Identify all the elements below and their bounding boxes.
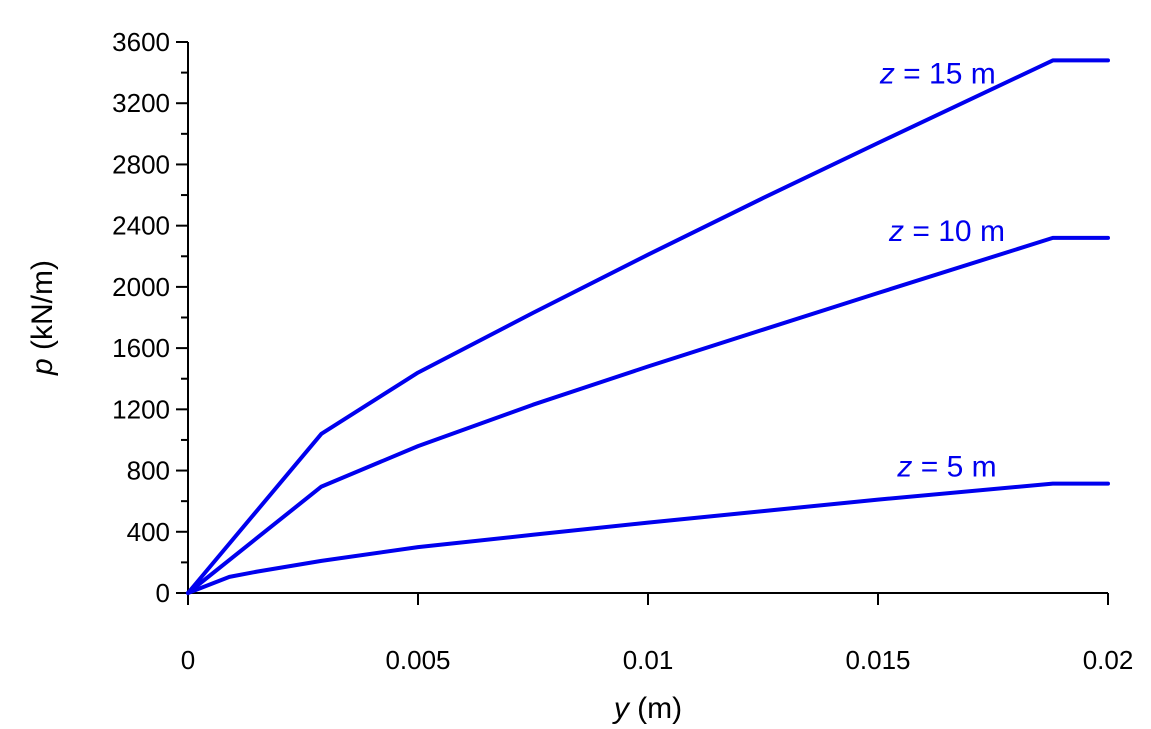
- series-label-var: z: [888, 215, 904, 248]
- y-tick-label: 3200: [112, 88, 170, 118]
- x-axis-label-var: y: [612, 692, 631, 725]
- y-tick-label: 400: [127, 517, 170, 547]
- x-axis-label: y (m): [612, 692, 682, 725]
- y-axis-label: p (kN/m): [26, 260, 59, 376]
- x-tick-label: 0.005: [385, 645, 450, 675]
- series-line-3: [186, 481, 1110, 595]
- y-tick-label: 0: [156, 578, 170, 608]
- y-tick-label: 1200: [112, 394, 170, 424]
- x-tick-label: 0: [181, 645, 195, 675]
- series-label-var: z: [879, 57, 895, 90]
- series-label-rest: = 10 m: [904, 215, 1005, 248]
- series-label-3: z = 5 m: [896, 451, 996, 484]
- series-lines: [186, 58, 1110, 595]
- y-tick-label: 2000: [112, 272, 170, 302]
- y-axis-label-unit: (kN/m): [26, 260, 59, 358]
- y-axis-label-var: p: [26, 358, 59, 376]
- y-tick-label: 2400: [112, 211, 170, 241]
- y-tick-label: 800: [127, 456, 170, 486]
- x-tick-label: 0.015: [845, 645, 910, 675]
- x-tick-label: 0.01: [623, 645, 674, 675]
- series-label-rest: = 5 m: [912, 451, 996, 484]
- y-tick-label: 2800: [112, 149, 170, 179]
- y-ticks: 0 400 800 1200 1600 2000 2400 2800 3200 3600: [112, 27, 188, 608]
- y-tick-label: 1600: [112, 333, 170, 363]
- series-label-var: z: [896, 451, 912, 484]
- series-label-1: z = 15 m: [879, 57, 996, 90]
- series-label-2: z = 10 m: [888, 215, 1005, 248]
- series-labels: z = 15 mz = 10 mz = 5 m: [879, 57, 1005, 483]
- x-tick-label: 0.02: [1083, 645, 1134, 675]
- x-ticks: 0 0.005 0.01 0.015 0.02: [181, 593, 1134, 675]
- series-label-rest: = 15 m: [895, 57, 996, 90]
- x-axis-label-unit: (m): [629, 692, 682, 725]
- plot-area: 0 400 800 1200 1600 2000 2400 2800 3200 3600 0 0.0…: [112, 27, 1133, 675]
- series-line-1: [186, 58, 1110, 595]
- y-tick-label: 3600: [112, 27, 170, 57]
- series-line-2: [186, 235, 1110, 595]
